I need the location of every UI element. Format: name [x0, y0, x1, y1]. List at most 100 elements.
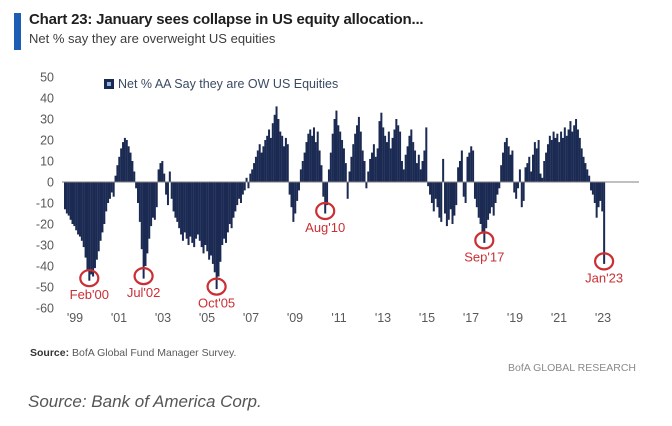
data-bar: [176, 182, 179, 222]
data-bar: [316, 131, 319, 182]
data-bar: [189, 182, 192, 237]
data-bar: [500, 165, 503, 182]
data-bar: [389, 148, 392, 182]
data-bar: [434, 182, 437, 199]
y-axis-tick-label: 40: [40, 92, 54, 106]
x-axis-tick-label: '21: [551, 311, 567, 325]
data-bar: [442, 158, 445, 182]
data-bar: [286, 144, 289, 182]
data-bar: [507, 146, 510, 182]
data-bar: [97, 182, 100, 252]
y-axis-tick-label: -50: [36, 281, 54, 295]
data-bar: [565, 135, 568, 182]
data-bar: [260, 152, 263, 182]
data-bar: [307, 133, 310, 182]
data-bar: [567, 129, 570, 182]
data-bar: [554, 137, 557, 182]
data-bar: [174, 182, 177, 218]
data-bar: [161, 161, 164, 182]
data-bar: [238, 182, 241, 199]
data-bar: [445, 182, 448, 227]
data-bar: [573, 125, 576, 182]
data-bar: [552, 131, 555, 182]
x-axis-tick-label: '07: [243, 311, 259, 325]
data-bar: [191, 182, 194, 243]
data-bar: [588, 175, 591, 182]
data-bar: [243, 182, 246, 191]
legend-marker-icon: [104, 79, 114, 89]
data-bar: [157, 169, 160, 182]
data-bar: [327, 169, 330, 182]
data-bar: [378, 121, 381, 182]
x-axis-tick-label: '05: [199, 311, 215, 325]
data-bar: [586, 169, 589, 182]
x-axis-tick-label: '99: [67, 311, 83, 325]
data-bar: [150, 182, 153, 227]
annotation-circle: [593, 252, 615, 271]
data-bar: [406, 146, 409, 182]
data-bar: [425, 127, 428, 182]
data-bar: [146, 182, 149, 254]
data-bar: [256, 150, 259, 182]
data-bar: [447, 182, 450, 220]
data-bar: [232, 182, 235, 218]
data-bar: [133, 171, 136, 182]
x-axis-tick-label: '17: [463, 311, 479, 325]
data-bar: [380, 112, 383, 182]
data-bar: [545, 152, 548, 182]
data-bar: [556, 133, 559, 182]
data-bar: [524, 167, 527, 182]
data-bar: [284, 137, 287, 182]
data-bar: [86, 182, 89, 271]
data-bar: [415, 163, 418, 182]
data-bar: [271, 123, 274, 182]
data-bar: [110, 182, 113, 193]
data-bar: [221, 182, 224, 245]
data-bar: [217, 182, 220, 277]
data-bar: [283, 146, 286, 182]
equity-allocation-bar-chart: 50 40 30 20 10 0 -10 -20 -30 -40 -50 -60 '99 '01 '03 '0…: [36, 71, 639, 325]
data-bar: [198, 182, 201, 241]
data-bar: [385, 142, 388, 182]
data-bar: [296, 182, 299, 201]
data-bar: [576, 129, 579, 182]
data-bar: [479, 182, 482, 224]
data-bar: [105, 182, 108, 212]
data-bar: [601, 182, 604, 212]
data-bar: [183, 182, 186, 233]
data-bar: [530, 171, 533, 182]
bottom-caption: Source: Bank of America Corp.: [28, 392, 262, 411]
data-bar: [251, 169, 254, 182]
data-bar: [371, 152, 374, 182]
data-bar: [314, 142, 317, 182]
source-label: Source:: [30, 347, 70, 359]
data-bar: [120, 148, 123, 182]
annotation-circle: [315, 201, 336, 221]
data-bar: [387, 131, 390, 182]
data-bar: [298, 182, 300, 191]
data-bar: [457, 167, 460, 182]
data-bar: [88, 182, 91, 281]
data-bar: [165, 182, 168, 195]
x-axis-tick-label: '09: [287, 311, 303, 325]
annotation-label: Sep'17: [464, 249, 504, 264]
data-bar: [245, 177, 248, 182]
source-text: BofA Global Fund Manager Survey.: [69, 347, 237, 359]
data-bar: [597, 182, 600, 208]
data-bar: [95, 182, 98, 260]
data-bar: [537, 140, 540, 182]
data-bar: [226, 182, 229, 233]
data-bar: [64, 182, 66, 210]
data-bar: [180, 182, 183, 235]
data-bar: [151, 182, 154, 218]
data-bar: [148, 182, 151, 239]
data-bar: [399, 131, 402, 182]
legend-label: Net % AA Say they are OW US Equities: [118, 77, 339, 91]
data-bar: [215, 182, 218, 290]
data-bar: [455, 182, 458, 206]
data-bar: [281, 135, 284, 182]
data-bar: [228, 182, 231, 224]
data-bar: [367, 171, 370, 182]
data-bar: [590, 182, 593, 191]
